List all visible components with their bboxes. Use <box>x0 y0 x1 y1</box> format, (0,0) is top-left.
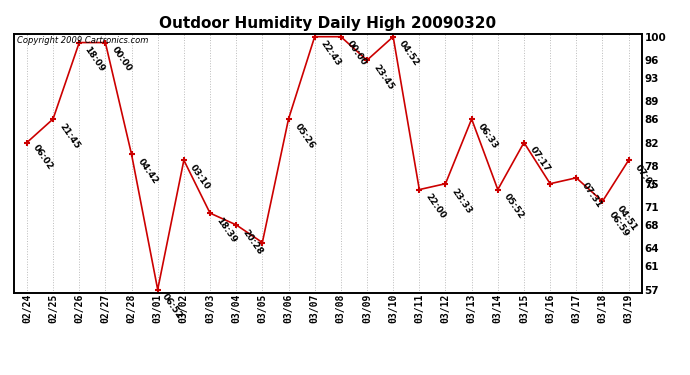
Text: 18:39: 18:39 <box>214 216 238 244</box>
Text: 07:31: 07:31 <box>580 181 604 209</box>
Text: 20:28: 20:28 <box>240 228 264 256</box>
Text: 22:00: 22:00 <box>424 192 447 221</box>
Text: 04:52: 04:52 <box>397 39 421 68</box>
Text: 03:10: 03:10 <box>188 163 212 191</box>
Text: 06:02: 06:02 <box>31 142 55 171</box>
Text: 00:00: 00:00 <box>345 39 368 68</box>
Text: 05:52: 05:52 <box>502 192 526 221</box>
Text: 07:05: 07:05 <box>633 163 656 192</box>
Text: 21:45: 21:45 <box>57 122 81 150</box>
Text: 06:52: 06:52 <box>161 292 184 321</box>
Text: 05:26: 05:26 <box>293 122 317 150</box>
Text: 22:43: 22:43 <box>319 39 343 68</box>
Title: Outdoor Humidity Daily High 20090320: Outdoor Humidity Daily High 20090320 <box>159 16 496 31</box>
Text: 06:33: 06:33 <box>476 122 500 150</box>
Text: 18:09: 18:09 <box>82 45 106 74</box>
Text: 04:42: 04:42 <box>136 157 159 186</box>
Text: 07:17: 07:17 <box>528 146 552 174</box>
Text: 00:00: 00:00 <box>110 45 133 74</box>
Text: 04:51
06:59: 04:51 06:59 <box>607 204 639 239</box>
Text: Copyright 2009 Cartronics.com: Copyright 2009 Cartronics.com <box>17 36 148 45</box>
Text: 23:33: 23:33 <box>450 186 473 215</box>
Text: 23:45: 23:45 <box>371 63 395 92</box>
